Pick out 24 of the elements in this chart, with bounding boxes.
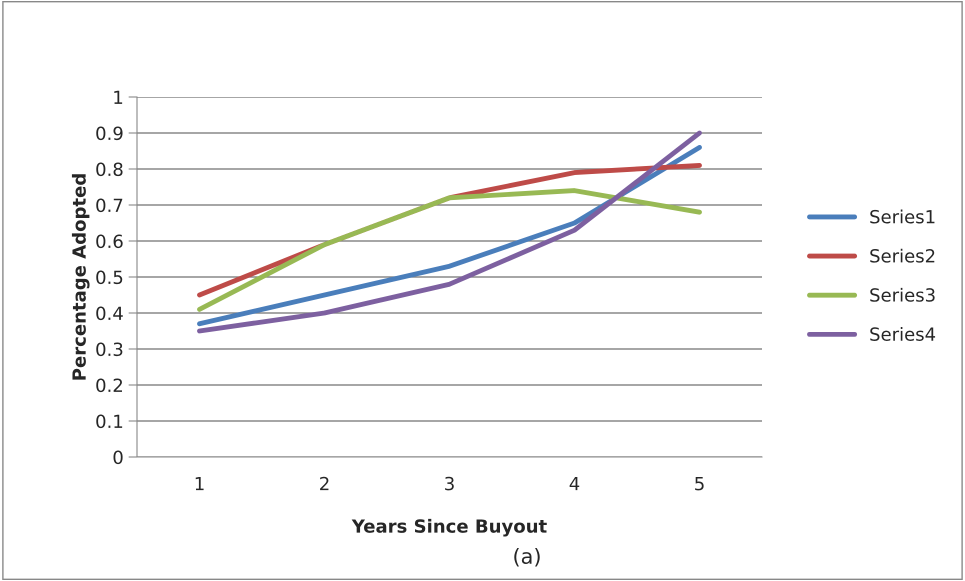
- x-tick-label: 2: [320, 476, 328, 490]
- x-tick-label: 3: [445, 476, 454, 490]
- y-tick-label: 0.5: [96, 270, 122, 284]
- legend-label: Series4: [870, 326, 936, 341]
- x-axis-title: Years Since Buyout: [352, 518, 547, 537]
- y-tick-label: 0.7: [96, 198, 122, 212]
- y-tick-label: 1: [114, 90, 122, 104]
- y-tick-label: 0.8: [96, 162, 123, 176]
- legend-label: Series3: [870, 288, 935, 302]
- x-tick-label: 1: [196, 477, 204, 490]
- y-axis-title: Percentage Adopted: [72, 174, 90, 380]
- y-tick-label: 0.1: [96, 414, 122, 428]
- text: (a): [514, 548, 540, 566]
- legend-label: Series2: [870, 248, 934, 263]
- y-tick-label: 0.6: [96, 234, 123, 248]
- legend-label: Series1: [870, 210, 934, 224]
- x-tick-label: 5: [695, 477, 704, 490]
- y-tick-label: 0.9: [96, 126, 123, 140]
- y-tick-label: 0.2: [96, 378, 122, 392]
- y-tick-label: 0.3: [96, 342, 122, 356]
- x-tick-label: 4: [570, 477, 580, 490]
- line-series: [197, 188, 702, 312]
- y-tick-label: 0: [114, 450, 123, 464]
- y-tick-label: 0.4: [96, 306, 123, 320]
